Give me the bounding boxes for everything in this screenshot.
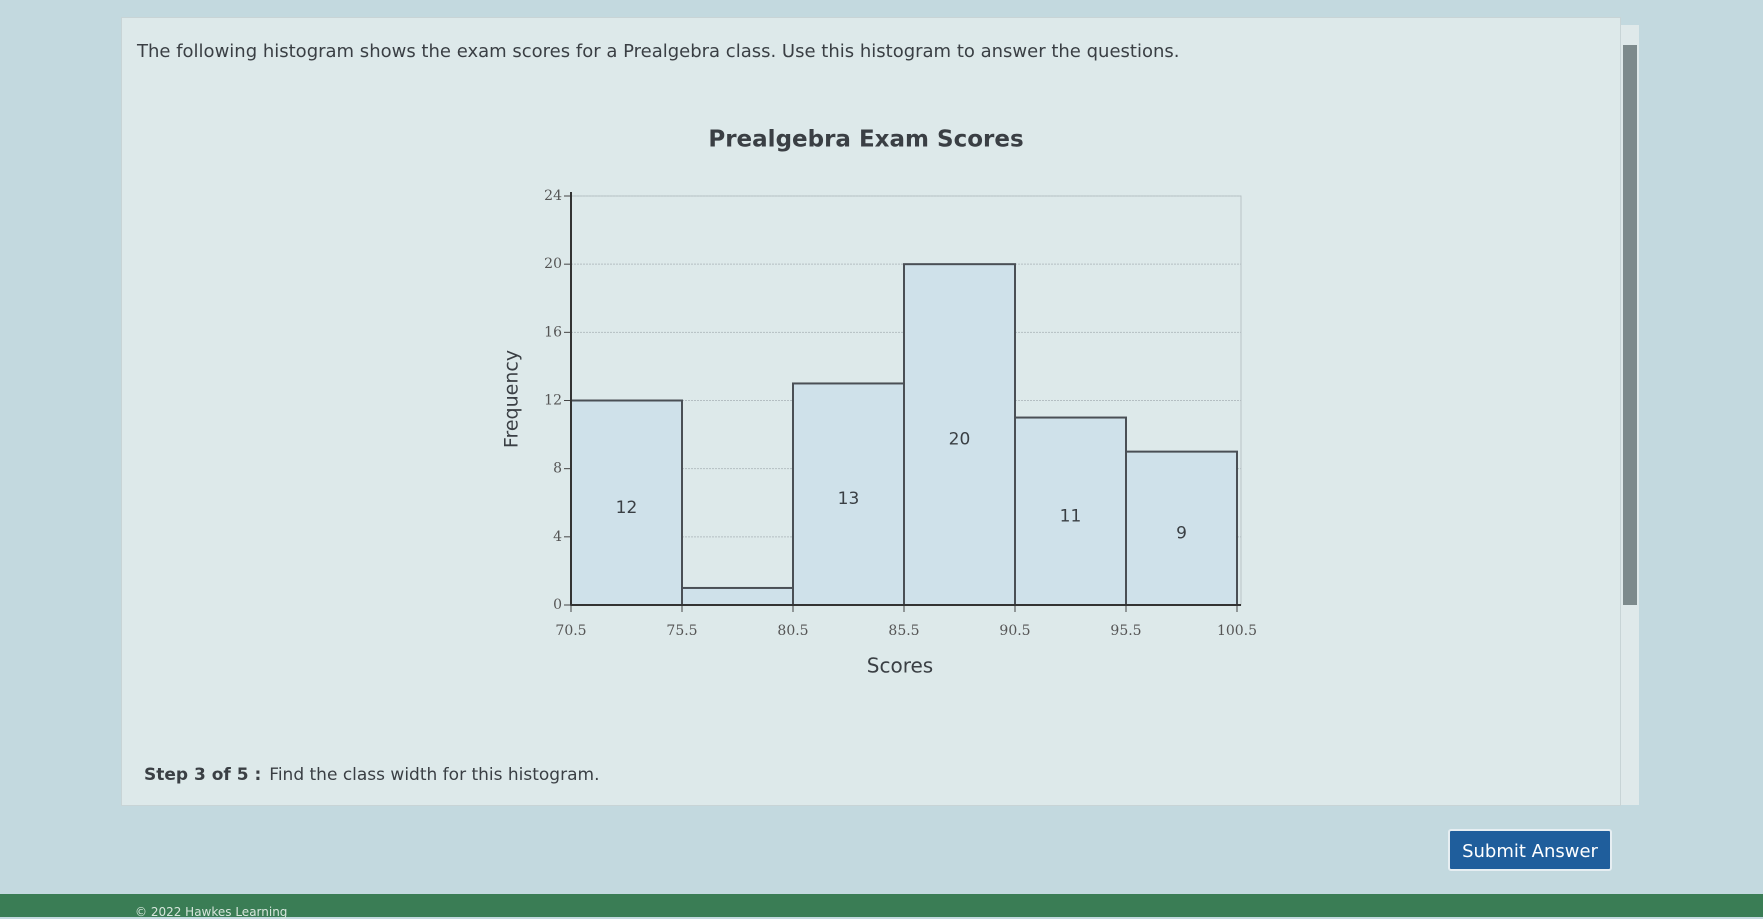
step-text: Find the class width for this histogram. (269, 765, 599, 785)
data-label: 13 (838, 489, 860, 509)
x-tick-label: 85.5 (888, 623, 919, 639)
data-label: 12 (616, 498, 638, 518)
scroll-thumb[interactable] (1623, 45, 1637, 605)
bar (681, 586, 794, 606)
x-tick-label: 100.5 (1217, 623, 1257, 639)
y-tick-label: 4 (553, 529, 562, 545)
y-tick-label: 24 (544, 188, 562, 204)
bar (1125, 450, 1238, 606)
bar (1014, 416, 1127, 606)
y-tick-label: 12 (544, 393, 562, 409)
bar (903, 263, 1016, 606)
bar (792, 382, 905, 607)
data-label: 11 (1060, 506, 1082, 526)
histogram: 0 4 8 12 16 20 24 12 13 20 11 9 70.5 75.5 80.5 85.5 90.5… (544, 188, 1257, 639)
footer-text: © 2022 Hawkes Learning (135, 905, 288, 919)
x-tick-label: 75.5 (666, 623, 697, 639)
step-number: Step 3 of 5 : (144, 765, 261, 785)
y-tick-label: 16 (544, 324, 562, 340)
x-axis-label: Scores (867, 654, 933, 678)
x-tick-label: 95.5 (1110, 623, 1141, 639)
question-text: The following histogram shows the exam s… (136, 41, 1179, 62)
y-tick-label: 8 (553, 461, 562, 477)
x-tick-label: 70.5 (555, 623, 586, 639)
y-axis-label: Frequency (501, 350, 523, 448)
submit-button[interactable]: Submit Answer (1448, 829, 1612, 871)
footer-band (0, 894, 1763, 917)
x-tick-label: 90.5 (999, 623, 1030, 639)
data-label: 20 (949, 430, 971, 450)
data-label: 9 (1176, 523, 1187, 543)
y-tick-label: 20 (544, 256, 562, 272)
y-tick-label: 0 (553, 597, 562, 613)
step-label: Step 3 of 5 : Find the class width for th… (144, 765, 599, 785)
x-tick-label: 80.5 (777, 623, 808, 639)
chart-title: Prealgebra Exam Scores (708, 127, 1023, 153)
